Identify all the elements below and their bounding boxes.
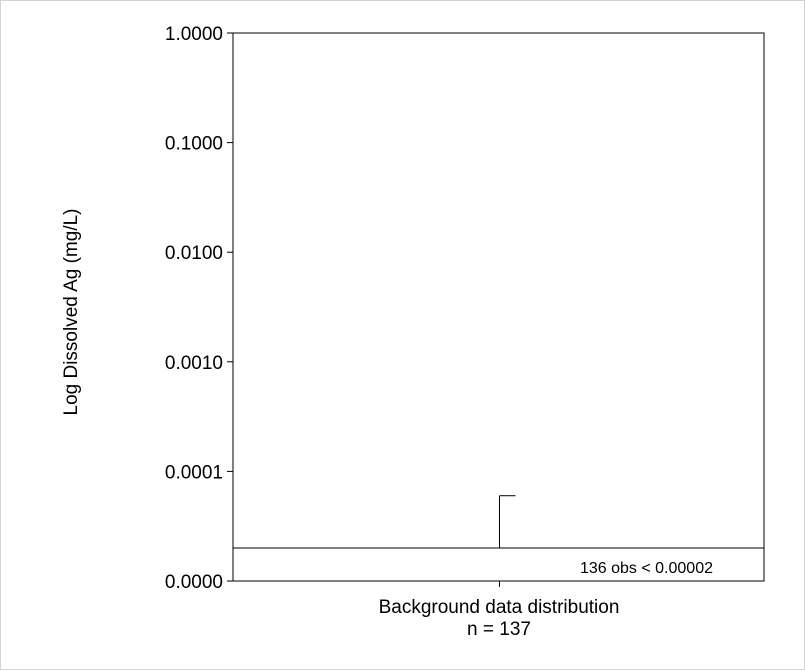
y-tick-label: 0.0100 — [165, 243, 223, 264]
y-tick-label: 0.0000 — [165, 572, 223, 593]
y-axis-label: Log Dissolved Ag (mg/L) — [61, 209, 82, 416]
y-tick-label: 1.0000 — [165, 24, 223, 45]
y-tick-label: 0.0001 — [165, 462, 223, 483]
y-tick-label: 0.1000 — [165, 134, 223, 155]
sample-count-label: n = 137 — [467, 619, 531, 640]
y-axis: 0.0000 0.0001 0.0010 0.0100 0.1000 1.0000 — [165, 24, 233, 593]
y-tick-label: 0.0010 — [165, 353, 223, 374]
plot-area — [232, 32, 765, 582]
below-limit-annotation: 136 obs < 0.00002 — [580, 560, 713, 577]
x-axis-label: Background data distribution — [379, 597, 620, 618]
